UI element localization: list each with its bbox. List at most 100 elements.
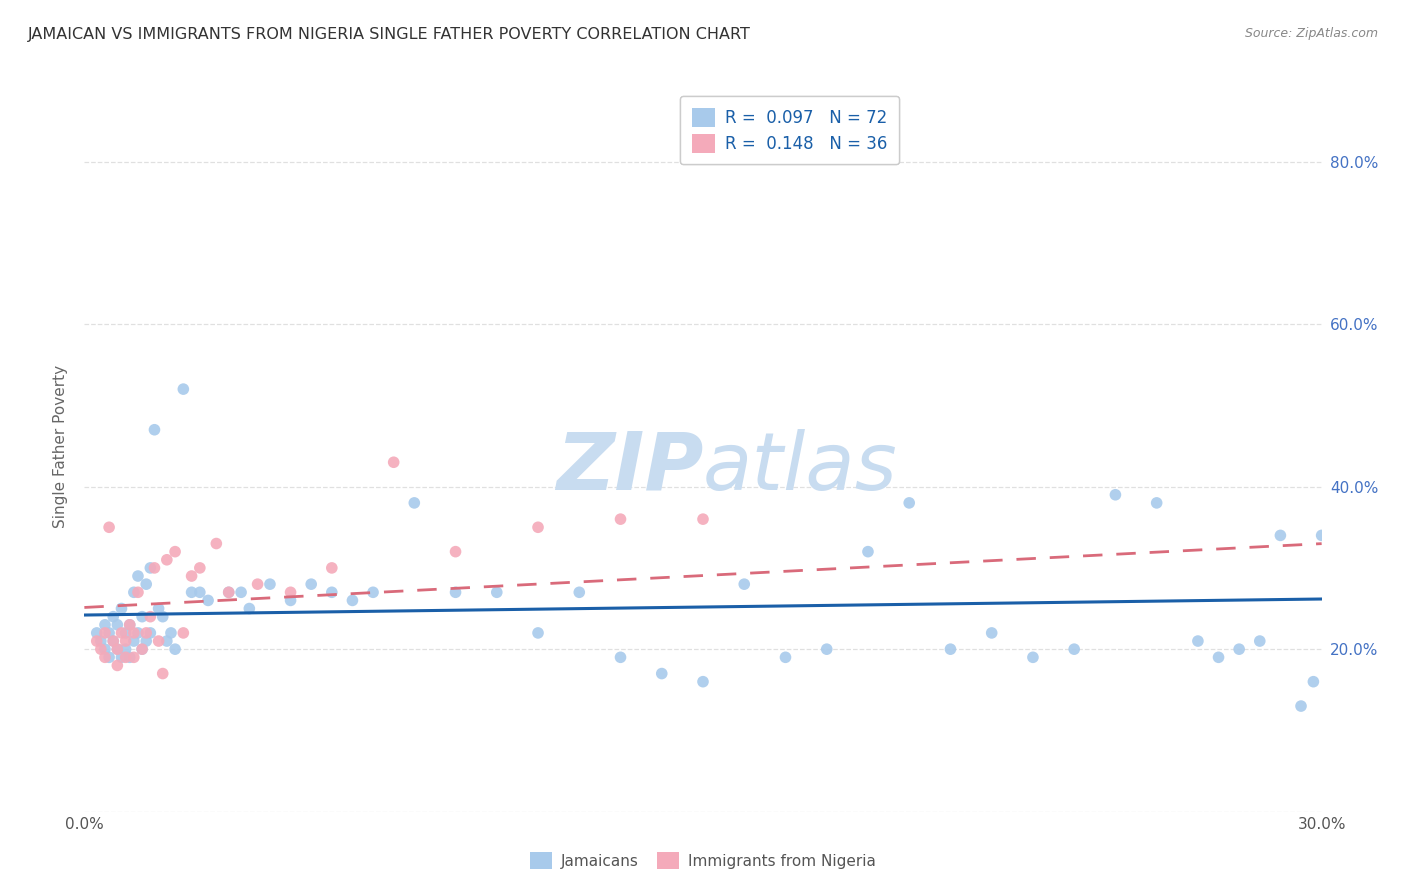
Point	[114, 626, 136, 640]
Point	[94, 617, 117, 632]
Point	[105, 642, 128, 657]
Point	[86, 626, 108, 640]
Point	[180, 569, 202, 583]
Point	[188, 561, 211, 575]
Point	[188, 585, 211, 599]
Point	[90, 642, 112, 657]
Point	[105, 658, 128, 673]
Point	[110, 626, 132, 640]
Point	[160, 626, 183, 640]
Point	[1302, 674, 1324, 689]
Point	[148, 634, 170, 648]
Point	[98, 650, 121, 665]
Point	[135, 634, 157, 648]
Point	[118, 617, 141, 632]
Point	[90, 634, 112, 648]
Point	[444, 585, 467, 599]
Point	[105, 617, 128, 632]
Point	[197, 593, 219, 607]
Point	[110, 650, 132, 665]
Point	[205, 536, 228, 550]
Point	[122, 634, 145, 648]
Point	[246, 577, 269, 591]
Point	[122, 626, 145, 640]
Point	[127, 626, 149, 640]
Point	[1146, 496, 1168, 510]
Point	[139, 626, 162, 640]
Text: ZIP: ZIP	[555, 429, 703, 507]
Point	[342, 593, 364, 607]
Point	[1022, 650, 1045, 665]
Point	[1208, 650, 1230, 665]
Point	[165, 544, 187, 558]
Point	[86, 634, 108, 648]
Point	[1227, 642, 1250, 657]
Point	[1289, 699, 1312, 714]
Point	[122, 650, 145, 665]
Point	[114, 634, 136, 648]
Point	[110, 601, 132, 615]
Point	[139, 609, 162, 624]
Point	[609, 650, 631, 665]
Point	[299, 577, 322, 591]
Legend: R =  0.097   N = 72, R =  0.148   N = 36: R = 0.097 N = 72, R = 0.148 N = 36	[681, 96, 898, 164]
Point	[105, 642, 128, 657]
Text: Source: ZipAtlas.com: Source: ZipAtlas.com	[1244, 27, 1378, 40]
Point	[103, 609, 125, 624]
Point	[444, 544, 467, 558]
Point	[280, 593, 302, 607]
Text: JAMAICAN VS IMMIGRANTS FROM NIGERIA SINGLE FATHER POVERTY CORRELATION CHART: JAMAICAN VS IMMIGRANTS FROM NIGERIA SING…	[28, 27, 751, 42]
Point	[527, 626, 550, 640]
Point	[135, 577, 157, 591]
Point	[172, 626, 194, 640]
Point	[568, 585, 591, 599]
Point	[139, 561, 162, 575]
Point	[118, 650, 141, 665]
Point	[114, 650, 136, 665]
Point	[1063, 642, 1085, 657]
Point	[1310, 528, 1333, 542]
Point	[165, 642, 187, 657]
Point	[733, 577, 755, 591]
Point	[259, 577, 281, 591]
Y-axis label: Single Father Poverty: Single Father Poverty	[52, 365, 67, 527]
Point	[361, 585, 384, 599]
Point	[127, 585, 149, 599]
Point	[1187, 634, 1209, 648]
Point	[172, 382, 194, 396]
Point	[122, 585, 145, 599]
Point	[280, 585, 302, 599]
Point	[103, 634, 125, 648]
Point	[218, 585, 240, 599]
Point	[980, 626, 1002, 640]
Point	[815, 642, 838, 657]
Point	[143, 423, 166, 437]
Point	[156, 634, 179, 648]
Point	[856, 544, 879, 558]
Point	[1104, 488, 1126, 502]
Point	[692, 674, 714, 689]
Point	[382, 455, 405, 469]
Point	[94, 642, 117, 657]
Point	[143, 561, 166, 575]
Point	[103, 634, 125, 648]
Point	[156, 553, 179, 567]
Point	[218, 585, 240, 599]
Point	[321, 585, 343, 599]
Point	[321, 561, 343, 575]
Point	[939, 642, 962, 657]
Point	[94, 626, 117, 640]
Point	[229, 585, 252, 599]
Point	[131, 609, 153, 624]
Point	[692, 512, 714, 526]
Point	[127, 569, 149, 583]
Point	[135, 626, 157, 640]
Point	[1249, 634, 1271, 648]
Point	[180, 585, 202, 599]
Text: atlas: atlas	[703, 429, 898, 507]
Point	[152, 609, 174, 624]
Point	[152, 666, 174, 681]
Point	[1270, 528, 1292, 542]
Point	[485, 585, 508, 599]
Point	[98, 626, 121, 640]
